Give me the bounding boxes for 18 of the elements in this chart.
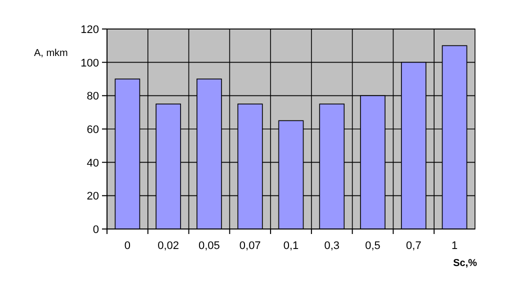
y-tick-label: 100 [80,57,99,70]
x-tick-label: 0,5 [365,240,380,252]
x-tick-label: 0,7 [406,240,422,252]
y-axis-title: A, mkm [34,48,68,59]
x-tick-label: 0,1 [283,240,299,252]
y-tick-label: 60 [86,124,99,136]
x-tick-label: 0 [124,240,131,252]
x-tick-label: 1 [451,240,458,252]
y-tick-label: 80 [86,90,99,103]
x-axis-title: Sc,% [453,258,478,269]
y-tick-label: 120 [80,24,99,36]
x-tick-label: 0,07 [239,240,261,252]
x-tick-label: 0,05 [198,240,220,252]
y-tick-label: 40 [86,157,99,170]
x-tick-label: 0,3 [324,240,340,252]
y-tick-label: 20 [86,190,99,203]
x-tick-label: 0,02 [158,240,180,252]
y-tick-label: 0 [92,224,99,236]
